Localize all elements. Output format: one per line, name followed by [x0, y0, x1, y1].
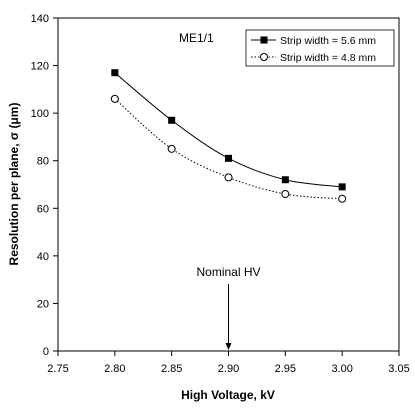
x-tick-label: 2.90 — [218, 363, 239, 375]
x-tick-label: 2.95 — [275, 363, 296, 375]
x-tick-label: 2.80 — [104, 363, 125, 375]
data-point-open-circle — [110, 94, 119, 103]
data-point-open-circle — [281, 190, 290, 199]
data-point-filled-square — [225, 154, 232, 162]
data-point-filled-square — [281, 176, 289, 184]
data-point-open-circle — [167, 144, 176, 153]
y-axis-ticks: 0 20 40 60 80 100 120 140 — [31, 13, 58, 358]
data-point-open-circle — [338, 194, 347, 203]
y-tick-label: 40 — [37, 251, 49, 263]
y-tick-label: 60 — [37, 203, 49, 215]
y-tick-label: 20 — [37, 298, 49, 310]
annotation-label: Nominal HV — [196, 265, 260, 279]
legend-box — [245, 29, 395, 67]
y-tick-label: 140 — [31, 13, 49, 25]
annotation-arrow-head — [225, 343, 232, 350]
y-tick-label: 80 — [37, 156, 49, 168]
data-point-filled-square — [168, 116, 176, 124]
data-point-filled-square — [111, 69, 119, 77]
x-tick-label: 2.85 — [161, 363, 182, 375]
x-axis-ticks: 2.75 2.80 2.85 2.90 2.95 3.00 3.05 — [47, 351, 410, 375]
data-point-filled-square — [338, 183, 346, 191]
legend-marker-filled-square — [260, 36, 268, 44]
x-tick-label: 3.05 — [388, 363, 409, 375]
x-tick-label: 3.00 — [331, 363, 352, 375]
y-tick-label: 120 — [31, 61, 49, 73]
data-point-open-circle — [224, 173, 233, 182]
y-axis-title: Resolution per plane, σ (μm) — [7, 103, 21, 266]
y-tick-label: 100 — [31, 108, 49, 120]
x-axis-title: High Voltage, kV — [181, 388, 275, 402]
legend-label-4-8mm: Strip width = 4.8 mm — [280, 52, 376, 64]
x-tick-label: 2.75 — [47, 363, 68, 375]
series-layer — [110, 69, 347, 203]
y-tick-label: 0 — [43, 346, 49, 358]
legend-label-5-6mm: Strip width = 5.6 mm — [280, 35, 376, 47]
legend-marker-open-circle — [260, 53, 268, 61]
legend: Strip width = 5.6 mm Strip width = 4.8 m… — [245, 29, 395, 67]
annotation-layer: Nominal HV — [196, 265, 261, 350]
panel-label: ME1/1 — [179, 31, 214, 45]
